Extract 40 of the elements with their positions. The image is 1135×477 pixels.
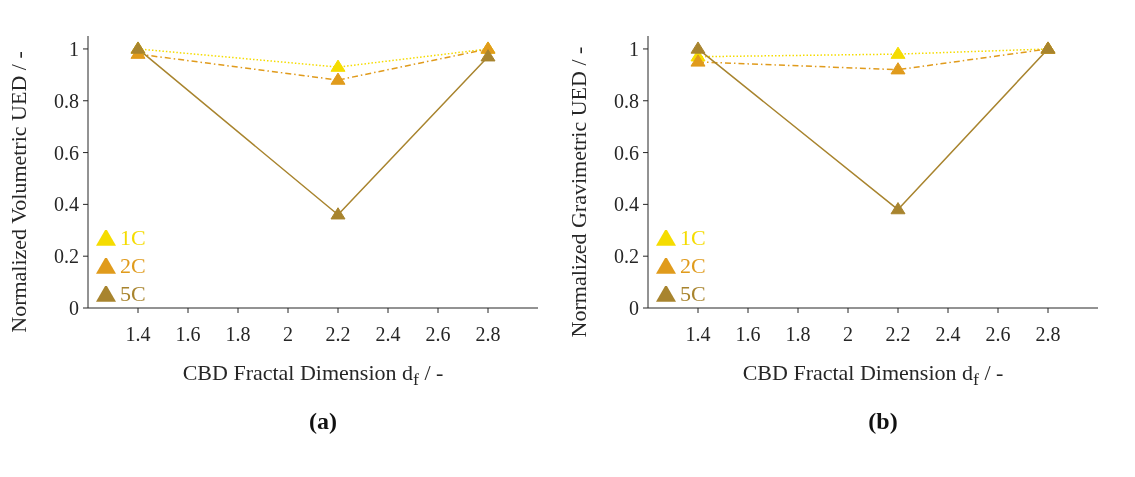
x-tick-label: 2.4 bbox=[935, 323, 961, 346]
x-tick-label: 2 bbox=[283, 323, 293, 346]
legend-label: 5C bbox=[120, 281, 146, 306]
x-tick-label: 2.6 bbox=[425, 323, 451, 346]
x-tick-label: 2.8 bbox=[1035, 323, 1061, 346]
x-tick-label: 2.8 bbox=[475, 323, 501, 346]
legend-label: 2C bbox=[680, 253, 706, 278]
x-tick-label: 2.6 bbox=[985, 323, 1011, 346]
y-tick-label: 0.6 bbox=[614, 141, 639, 164]
x-axis-title: CBD Fractal Dimension d$_{f}$ / - bbox=[182, 360, 444, 390]
y-tick-label: 1 bbox=[629, 38, 639, 61]
legend-label: 1C bbox=[680, 225, 706, 250]
x-tick-label: 2.2 bbox=[885, 323, 911, 346]
x-tick-label: 2 bbox=[843, 323, 853, 346]
y-axis-title: Normalized Gravimetric UED / - bbox=[566, 46, 591, 338]
x-axis-title: CBD Fractal Dimension d$_{f}$ / - bbox=[742, 360, 1004, 390]
y-tick-label: 0.2 bbox=[614, 245, 639, 268]
y-tick-label: 0.8 bbox=[614, 89, 639, 112]
y-tick-label: 1 bbox=[69, 38, 79, 61]
x-tick-label: 1.6 bbox=[735, 323, 761, 346]
legend-label: 1C bbox=[120, 225, 146, 250]
y-tick-label: 0.2 bbox=[54, 245, 79, 268]
text: (a) bbox=[308, 408, 338, 435]
y-tick-label: 0.8 bbox=[54, 89, 79, 112]
x-tick-label: 1.4 bbox=[125, 323, 151, 346]
y-tick-label: 0.4 bbox=[54, 193, 79, 216]
x-tick-label: 1.6 bbox=[175, 323, 201, 346]
x-tick-label: 1.4 bbox=[685, 323, 711, 346]
legend-label: 5C bbox=[680, 281, 706, 306]
y-tick-label: 0.4 bbox=[614, 193, 639, 216]
legend-label: 2C bbox=[120, 253, 146, 278]
y-axis-title: Normalized Volumetric UED / - bbox=[6, 51, 31, 333]
y-tick-label: 0.6 bbox=[54, 141, 79, 164]
text: (b) bbox=[867, 408, 899, 435]
x-tick-label: 2.2 bbox=[325, 323, 351, 346]
x-tick-label: 1.8 bbox=[785, 323, 811, 346]
y-tick-label: 0 bbox=[69, 297, 79, 320]
x-tick-label: 1.8 bbox=[225, 323, 251, 346]
y-tick-label: 0 bbox=[629, 297, 639, 320]
x-tick-label: 2.4 bbox=[375, 323, 401, 346]
